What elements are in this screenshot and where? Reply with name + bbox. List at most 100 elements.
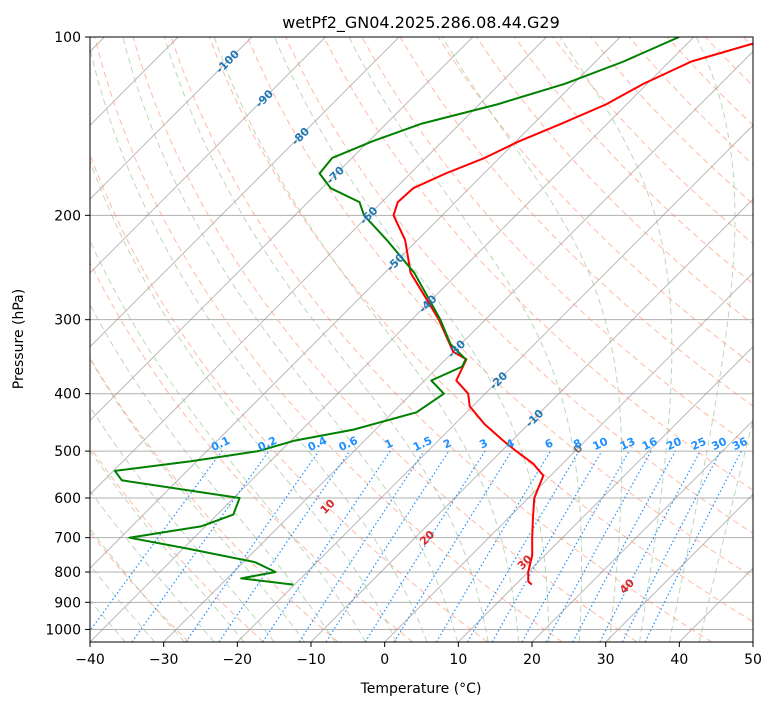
mixing-ratio-line: [185, 450, 320, 642]
isotherm-line: [90, 37, 621, 569]
dry-adiabat-label: 40: [617, 576, 637, 596]
moist-adiabat-line: [90, 449, 245, 642]
moist-adiabat-line: [348, 37, 583, 642]
x-tick-label: 40: [670, 652, 688, 668]
dry-adiabat-line: [132, 37, 638, 642]
dry-adiabat-line: [704, 37, 753, 87]
x-tick-label: 10: [449, 652, 467, 668]
dry-adiabat-line: [90, 356, 339, 642]
mixing-ratio-label: 13: [618, 435, 637, 453]
mixing-ratio-line: [131, 450, 270, 642]
y-tick-label: 700: [54, 531, 81, 547]
moist-adiabat-line: [274, 37, 550, 642]
isotherm-lines: [90, 37, 753, 642]
plot-frame: [89, 36, 754, 643]
mixing-ratio-line: [644, 450, 742, 642]
isotherm-line: [236, 124, 753, 642]
dry-adiabat-line: [437, 37, 753, 366]
x-tick-label: 50: [744, 652, 762, 668]
isotherm-line: [310, 198, 753, 642]
dry-adiabat-line: [285, 37, 753, 535]
moist-adiabat-lines: [90, 37, 753, 642]
mixing-ratio-label: 25: [689, 435, 708, 453]
x-tick-label: 0: [380, 652, 389, 668]
dry-adiabat-line: [90, 153, 488, 642]
isotherm-line: [163, 50, 753, 642]
dry-adiabat-lines: [90, 37, 753, 642]
sounding-series: [113, 37, 753, 586]
y-tick-label: 200: [54, 208, 81, 224]
mixing-ratio-label: 6: [543, 436, 556, 451]
x-tick-label: −30: [149, 652, 179, 668]
moist-adiabat-line: [668, 37, 736, 642]
isotherm-label: -100: [213, 47, 242, 76]
dry-adiabat-line: [90, 261, 414, 642]
mixing-ratio-line: [435, 450, 552, 642]
dry-adiabat-line: [743, 37, 753, 48]
moist-adiabat-line: [213, 37, 520, 642]
moist-adiabat-line: [90, 159, 397, 642]
mixing-ratio-line: [466, 450, 580, 642]
mixing-ratio-lines: [90, 450, 742, 642]
moist-adiabat-line: [164, 37, 489, 642]
moist-adiabat-line: [90, 357, 305, 642]
mixing-ratio-label: 10: [591, 435, 611, 453]
background-lines: [90, 37, 753, 642]
dry-adiabat-line: [514, 37, 753, 285]
dry-adiabat-label: 10: [318, 497, 338, 517]
mixing-ratio-line: [325, 450, 450, 642]
dry-adiabat-line: [90, 446, 264, 642]
moist-adiabat-line: [90, 239, 367, 642]
mixing-ratio-line: [298, 450, 425, 642]
x-tick-label: 20: [523, 652, 541, 668]
y-tick-label: 800: [54, 565, 81, 581]
moist-adiabat-line: [122, 37, 459, 642]
dry-adiabat-line: [170, 37, 712, 642]
dewpoint-line: [113, 37, 680, 586]
moist-adiabat-line: [90, 303, 336, 642]
y-tick-label: 600: [54, 491, 81, 507]
dry-adiabat-line: [208, 37, 753, 623]
y-tick-label: 400: [54, 387, 81, 403]
mixing-ratio-label: 30: [709, 435, 729, 453]
mixing-ratio-label: 2: [441, 436, 453, 451]
y-tick-label: 300: [54, 313, 81, 329]
isotherm-line: [457, 346, 753, 642]
dry-adiabat-line: [246, 37, 753, 578]
isotherm-line: [605, 493, 753, 642]
mixing-ratio-label: 36: [730, 435, 750, 453]
isotherm-line: [90, 37, 326, 274]
dry-adiabat-line: [552, 37, 753, 245]
moist-adiabat-line: [559, 37, 673, 642]
moist-adiabat-line: [90, 46, 428, 642]
pressure-gridlines: [90, 37, 753, 630]
mixing-ratio-line: [521, 450, 630, 642]
isotherm-line: [90, 37, 547, 496]
isotherm-line: [531, 419, 753, 642]
mixing-ratio-line: [90, 450, 223, 632]
moist-adiabat-line: [441, 37, 623, 642]
isotherm-label: -90: [253, 87, 276, 110]
y-tick-label: 100: [54, 30, 81, 46]
isotherm-line: [90, 37, 400, 348]
mixing-ratio-line: [599, 450, 701, 642]
mixing-ratio-line: [218, 450, 351, 642]
isotherm-line: [752, 641, 753, 642]
moist-adiabat-line: [90, 405, 275, 642]
x-axis-title: Temperature (°C): [360, 681, 482, 697]
moist-adiabat-line: [90, 489, 215, 642]
chart-title: wetPf2_GN04.2025.286.08.44.G29: [282, 13, 560, 33]
x-axis-ticks: −40 −30 −20 −10 0 10 20 30 40 50: [75, 642, 762, 668]
y-tick-label: 1000: [45, 622, 81, 638]
mixing-ratio-line: [545, 450, 652, 642]
mixing-ratio-label: 16: [640, 435, 660, 453]
dry-adiabat-line: [323, 37, 753, 491]
mixing-ratio-line: [393, 450, 513, 642]
y-axis-ticks: 100 200 300 400 500 600 700 800 900 1000: [45, 30, 90, 638]
y-axis-title: Pressure (hPa): [11, 289, 27, 389]
dry-adiabat-line: [90, 531, 190, 642]
mixing-ratio-line: [262, 450, 391, 642]
isotherm-line: [90, 37, 253, 200]
moist-adiabat-line: [698, 417, 753, 642]
